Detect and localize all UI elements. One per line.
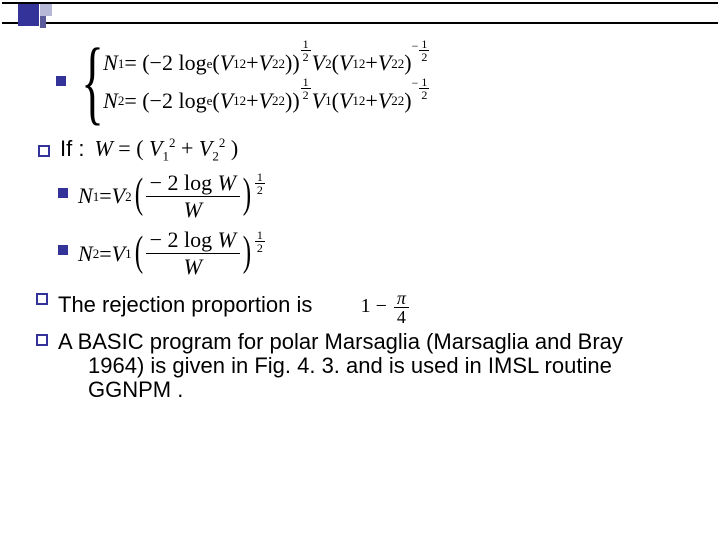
bullet-icon	[56, 76, 66, 86]
nw-row-2: N2 = V1 ( − 2 log W W ) 12	[38, 227, 684, 280]
equation-stack: N1 = (−2 loge ( V12 + V22 )) 12 V2 ( V12…	[103, 50, 430, 115]
deco-square-light	[40, 4, 52, 16]
bullet-icon	[36, 334, 48, 346]
bullet-icon	[36, 293, 48, 305]
basic-text-row: A BASIC program for polar Marsaglia (Mar…	[36, 330, 684, 403]
w-definition: W = ( V12 + V22 )	[94, 135, 238, 164]
rejection-row: The rejection proportion is 1 − π4	[36, 289, 684, 326]
equation-n1: N1 = (−2 loge ( V12 + V22 )) 12 V2 ( V12…	[103, 50, 430, 77]
equation-n2: N2 = (−2 loge ( V12 + V22 )) 12 V1 ( V12…	[103, 87, 430, 114]
slide: { N1 = (−2 loge ( V12 + V22 )) 12 V2 (	[0, 0, 720, 540]
equation-system: { N1 = (−2 loge ( V12 + V22 )) 12 V2 (	[76, 40, 430, 125]
deco-square-small	[40, 16, 46, 28]
content: { N1 = (−2 loge ( V12 + V22 )) 12 V2 (	[36, 40, 684, 402]
rejection-text: The rejection proportion is 1 − π4	[58, 289, 409, 326]
equation-system-row: { N1 = (−2 loge ( V12 + V22 )) 12 V2 (	[36, 40, 684, 125]
bullet-icon	[58, 188, 68, 198]
if-label: If :	[60, 136, 84, 162]
deco-square-large	[18, 4, 40, 26]
bullet-icon	[58, 245, 68, 255]
basic-text: A BASIC program for polar Marsaglia (Mar…	[58, 330, 623, 403]
rejection-expr: 1 − π4	[361, 295, 409, 317]
nw-row-1: N1 = V2 ( − 2 log W W ) 12	[38, 170, 684, 223]
if-row: If : W = ( V12 + V22 )	[38, 135, 684, 164]
left-brace-icon: {	[81, 40, 104, 125]
equation-nw2: N2 = V1 ( − 2 log W W ) 12	[78, 227, 266, 280]
bullet-icon	[38, 145, 50, 157]
equation-nw1: N1 = V2 ( − 2 log W W ) 12	[78, 170, 266, 223]
top-border	[2, 2, 718, 24]
